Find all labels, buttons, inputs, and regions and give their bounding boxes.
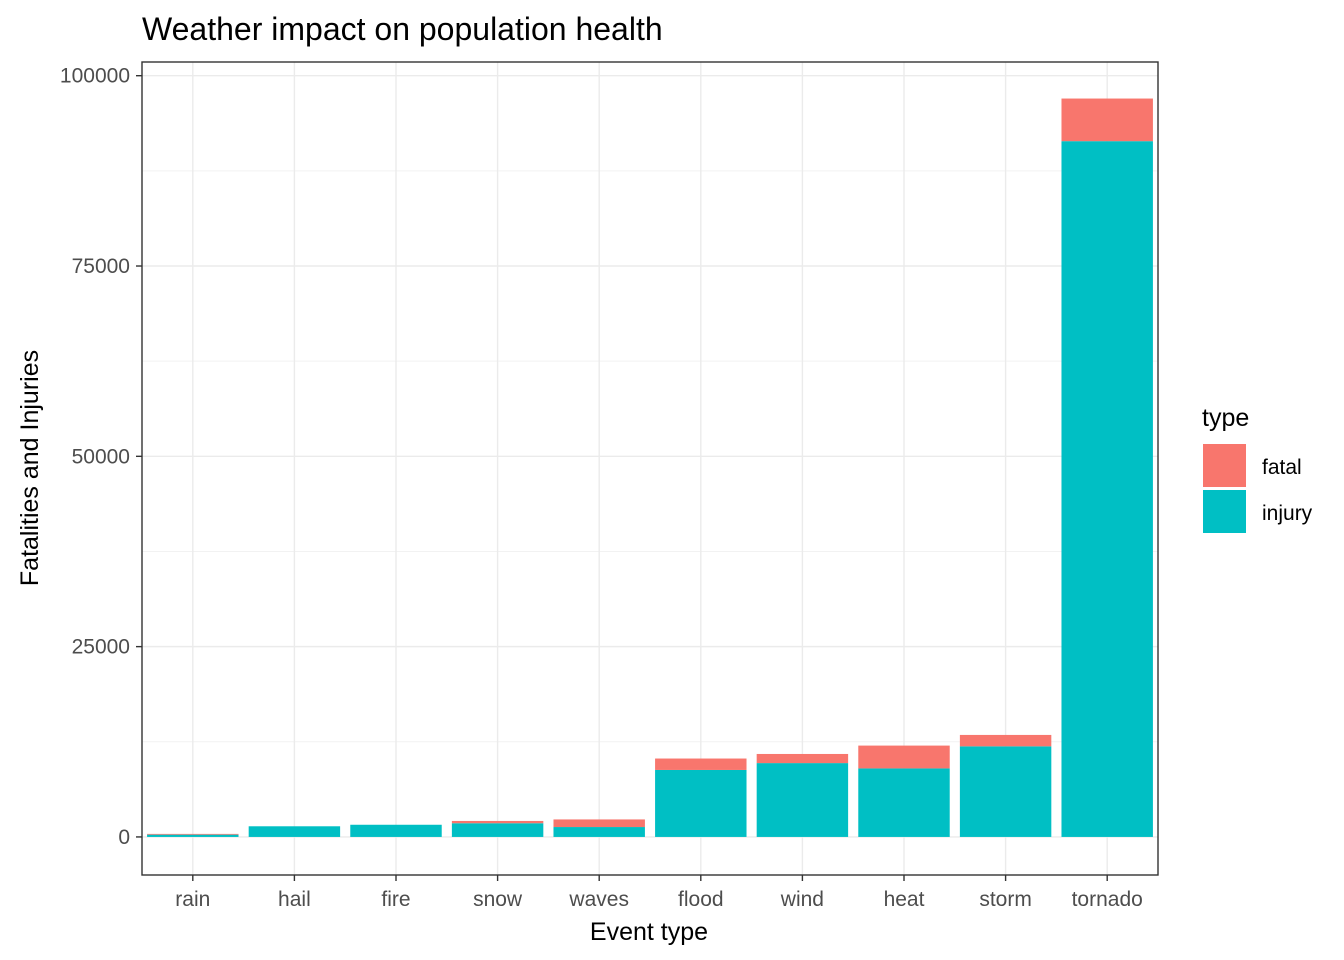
x-tick-label: storm xyxy=(979,888,1032,911)
bar-injury-tornado xyxy=(1061,141,1153,837)
x-axis: rain hail fire snow waves flood wind heat storm t… xyxy=(175,875,1143,911)
x-tick-label: wind xyxy=(780,888,824,911)
bar-injury-storm xyxy=(959,746,1052,837)
x-tick-label: snow xyxy=(473,888,523,911)
x-tick-label: fire xyxy=(381,888,410,911)
bar-injury-wind xyxy=(756,763,849,837)
legend-key-fatal xyxy=(1203,444,1246,487)
bar-injury-heat xyxy=(858,768,950,837)
bars-layer xyxy=(147,98,1153,837)
y-tick-label: 25000 xyxy=(72,636,130,659)
bar-injury-flood xyxy=(655,769,747,837)
y-tick-label: 50000 xyxy=(72,445,130,468)
legend-label-fatal: fatal xyxy=(1262,456,1302,479)
bar-injury-fire xyxy=(350,824,442,837)
bar-fatal-waves xyxy=(553,819,645,828)
bar-fatal-wind xyxy=(756,753,849,764)
y-axis-title: Fatalities and Injuries xyxy=(16,350,44,586)
legend-key-injury xyxy=(1203,490,1246,533)
y-tick-label: 75000 xyxy=(72,255,130,278)
x-tick-label: tornado xyxy=(1072,888,1143,911)
bar-fatal-heat xyxy=(858,745,950,769)
legend-title: type xyxy=(1202,404,1249,432)
bar-fatal-snow xyxy=(451,820,544,824)
y-tick-label: 100000 xyxy=(60,65,130,88)
y-axis: 0 25000 50000 75000 100000 xyxy=(60,65,142,849)
bar-injury-snow xyxy=(451,823,544,837)
legend-label-injury: injury xyxy=(1262,502,1313,525)
x-axis-title: Event type xyxy=(590,918,708,946)
y-tick-label: 0 xyxy=(118,826,130,849)
plot-panel-border xyxy=(141,61,1159,876)
bar-fatal-tornado xyxy=(1061,98,1153,142)
bar-fatal-storm xyxy=(959,734,1052,747)
x-tick-label: heat xyxy=(884,888,925,911)
bar-injury-rain xyxy=(147,834,239,837)
bar-injury-hail xyxy=(248,826,341,837)
chart-title: Weather impact on population health xyxy=(142,11,663,47)
bar-fatal-flood xyxy=(655,758,747,770)
x-tick-label: waves xyxy=(568,888,629,911)
bar-fatal-rain xyxy=(147,833,239,835)
bar-injury-waves xyxy=(553,827,645,837)
x-tick-label: flood xyxy=(678,888,724,911)
x-tick-label: hail xyxy=(278,888,311,911)
legend: type fatal injury xyxy=(1202,404,1313,533)
x-tick-label: rain xyxy=(175,888,210,911)
